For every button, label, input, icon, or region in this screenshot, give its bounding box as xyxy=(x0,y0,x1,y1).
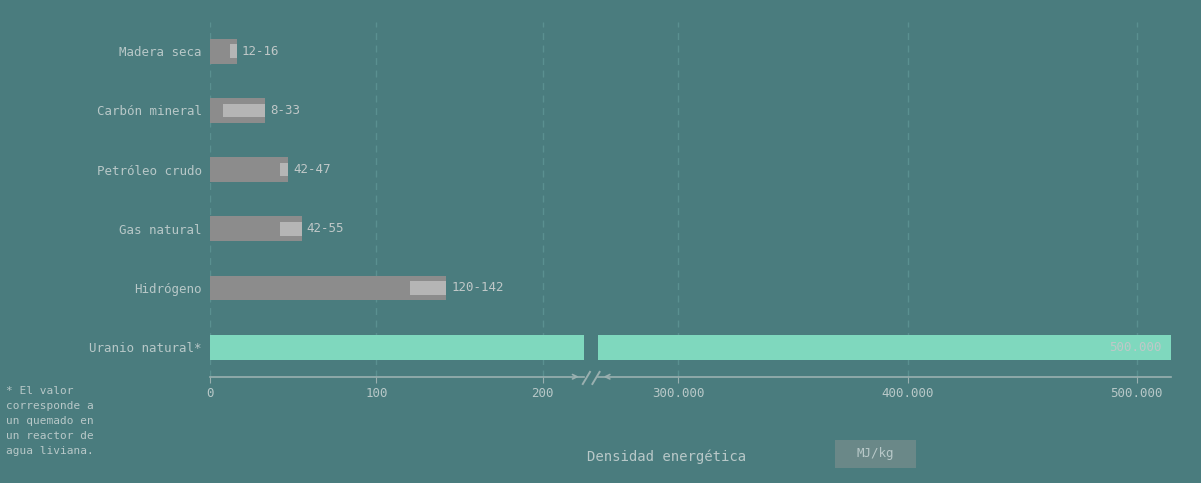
Text: MJ/kg: MJ/kg xyxy=(856,447,895,460)
Text: 500.000: 500.000 xyxy=(1110,341,1161,354)
Bar xyxy=(210,157,288,182)
Bar xyxy=(280,163,288,176)
Bar xyxy=(210,98,265,123)
Bar xyxy=(231,44,237,58)
Text: 12-16: 12-16 xyxy=(241,45,280,58)
Text: 42-47: 42-47 xyxy=(293,163,330,176)
Bar xyxy=(598,335,1171,359)
Bar xyxy=(223,104,265,117)
Bar xyxy=(210,216,301,241)
Bar xyxy=(280,222,301,236)
Bar xyxy=(210,276,446,300)
Bar xyxy=(210,39,237,64)
Text: Densidad energética: Densidad energética xyxy=(587,449,746,464)
Text: * El valor
corresponde a
un quemado en
un reactor de
agua liviana.: * El valor corresponde a un quemado en u… xyxy=(6,386,94,455)
Text: 8-33: 8-33 xyxy=(270,104,300,117)
Text: 42-55: 42-55 xyxy=(306,222,343,235)
Text: 120-142: 120-142 xyxy=(452,282,503,295)
Bar xyxy=(210,335,584,359)
Bar xyxy=(410,281,446,295)
